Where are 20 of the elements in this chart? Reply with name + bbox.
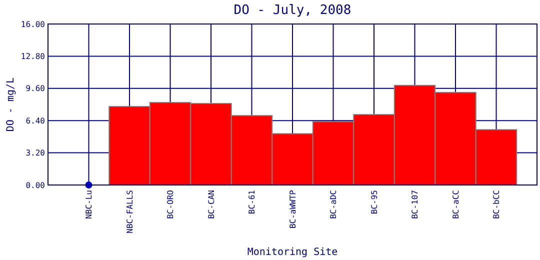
- x-tick-label: BC-aCC: [451, 190, 460, 219]
- x-axis-title: Monitoring Site: [247, 247, 338, 258]
- x-tick-label: BC-ORO: [166, 190, 176, 219]
- y-tick-label: 6.40: [26, 116, 46, 126]
- x-tick-label: BC-95: [370, 190, 379, 214]
- x-tick-label: BC-aDC: [329, 190, 338, 219]
- y-tick-label: 0.00: [26, 180, 46, 190]
- y-tick-label: 12.80: [20, 52, 46, 61]
- y-tick-label: 3.20: [26, 148, 46, 158]
- x-tick-label: BC-bCC: [492, 190, 502, 219]
- x-tick-label: BC-107: [410, 190, 420, 219]
- x-tick-label: BC-aWWTP: [288, 190, 298, 229]
- chart-title: DO - July, 2008: [234, 3, 352, 18]
- x-tick-label: NBC-FALLS: [125, 190, 134, 234]
- y-tick-label: 9.60: [26, 84, 46, 94]
- y-axis-title: DO - mg/L: [6, 77, 16, 132]
- x-tick-label: NBC-Lu: [84, 190, 94, 219]
- x-tick-label: BC-CAN: [206, 190, 216, 219]
- y-tick-label: 16.00: [20, 20, 46, 29]
- x-tick-label: BC-61: [248, 190, 257, 214]
